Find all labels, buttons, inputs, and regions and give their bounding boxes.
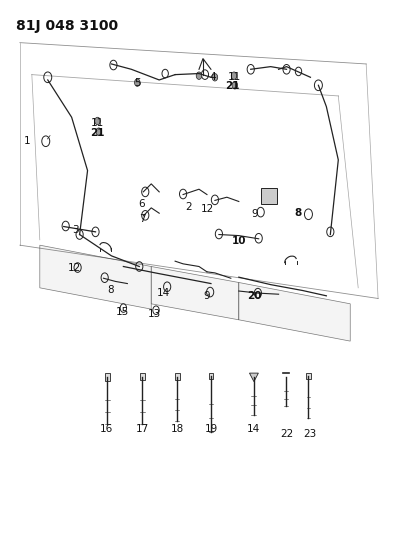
Text: 15: 15 [116,307,129,317]
Polygon shape [250,373,258,382]
Circle shape [135,79,140,86]
Text: 14: 14 [247,424,261,434]
Bar [209,373,213,379]
Text: 16: 16 [100,424,113,434]
Polygon shape [40,245,151,309]
Text: 13: 13 [148,310,161,319]
Text: 23: 23 [303,430,316,439]
Text: 19: 19 [204,424,218,434]
Text: 1: 1 [24,136,30,146]
Polygon shape [239,282,350,341]
Bar [261,188,277,204]
Bar [306,373,311,379]
Text: 21: 21 [226,82,240,91]
Text: 22: 22 [280,430,293,439]
Circle shape [232,82,238,89]
Text: 11: 11 [91,118,104,127]
Text: 18: 18 [170,424,184,434]
Bar [105,373,110,381]
Text: 7: 7 [139,214,146,223]
Text: 10: 10 [232,236,246,246]
Circle shape [96,128,101,135]
Text: 11: 11 [228,72,242,82]
Text: 14: 14 [156,288,170,298]
Circle shape [212,74,218,81]
Text: 3: 3 [72,225,79,235]
Text: 5: 5 [134,78,140,87]
Text: 12: 12 [200,204,214,214]
Text: 21: 21 [90,128,105,138]
Circle shape [95,117,100,125]
Text: 20: 20 [248,291,262,301]
Text: 6: 6 [138,199,144,208]
Circle shape [231,72,237,79]
Polygon shape [151,266,239,320]
Text: 4: 4 [210,72,216,82]
Text: 81J 048 3100: 81J 048 3100 [16,19,118,33]
Text: 8: 8 [107,286,114,295]
Circle shape [196,72,202,79]
Text: 9: 9 [252,209,258,219]
Text: 12: 12 [68,263,82,272]
Bar [174,373,180,380]
Text: 2: 2 [186,202,192,212]
Text: 9: 9 [204,291,210,301]
Bar [140,373,145,380]
Text: 17: 17 [136,424,149,434]
Text: 8: 8 [294,208,301,218]
